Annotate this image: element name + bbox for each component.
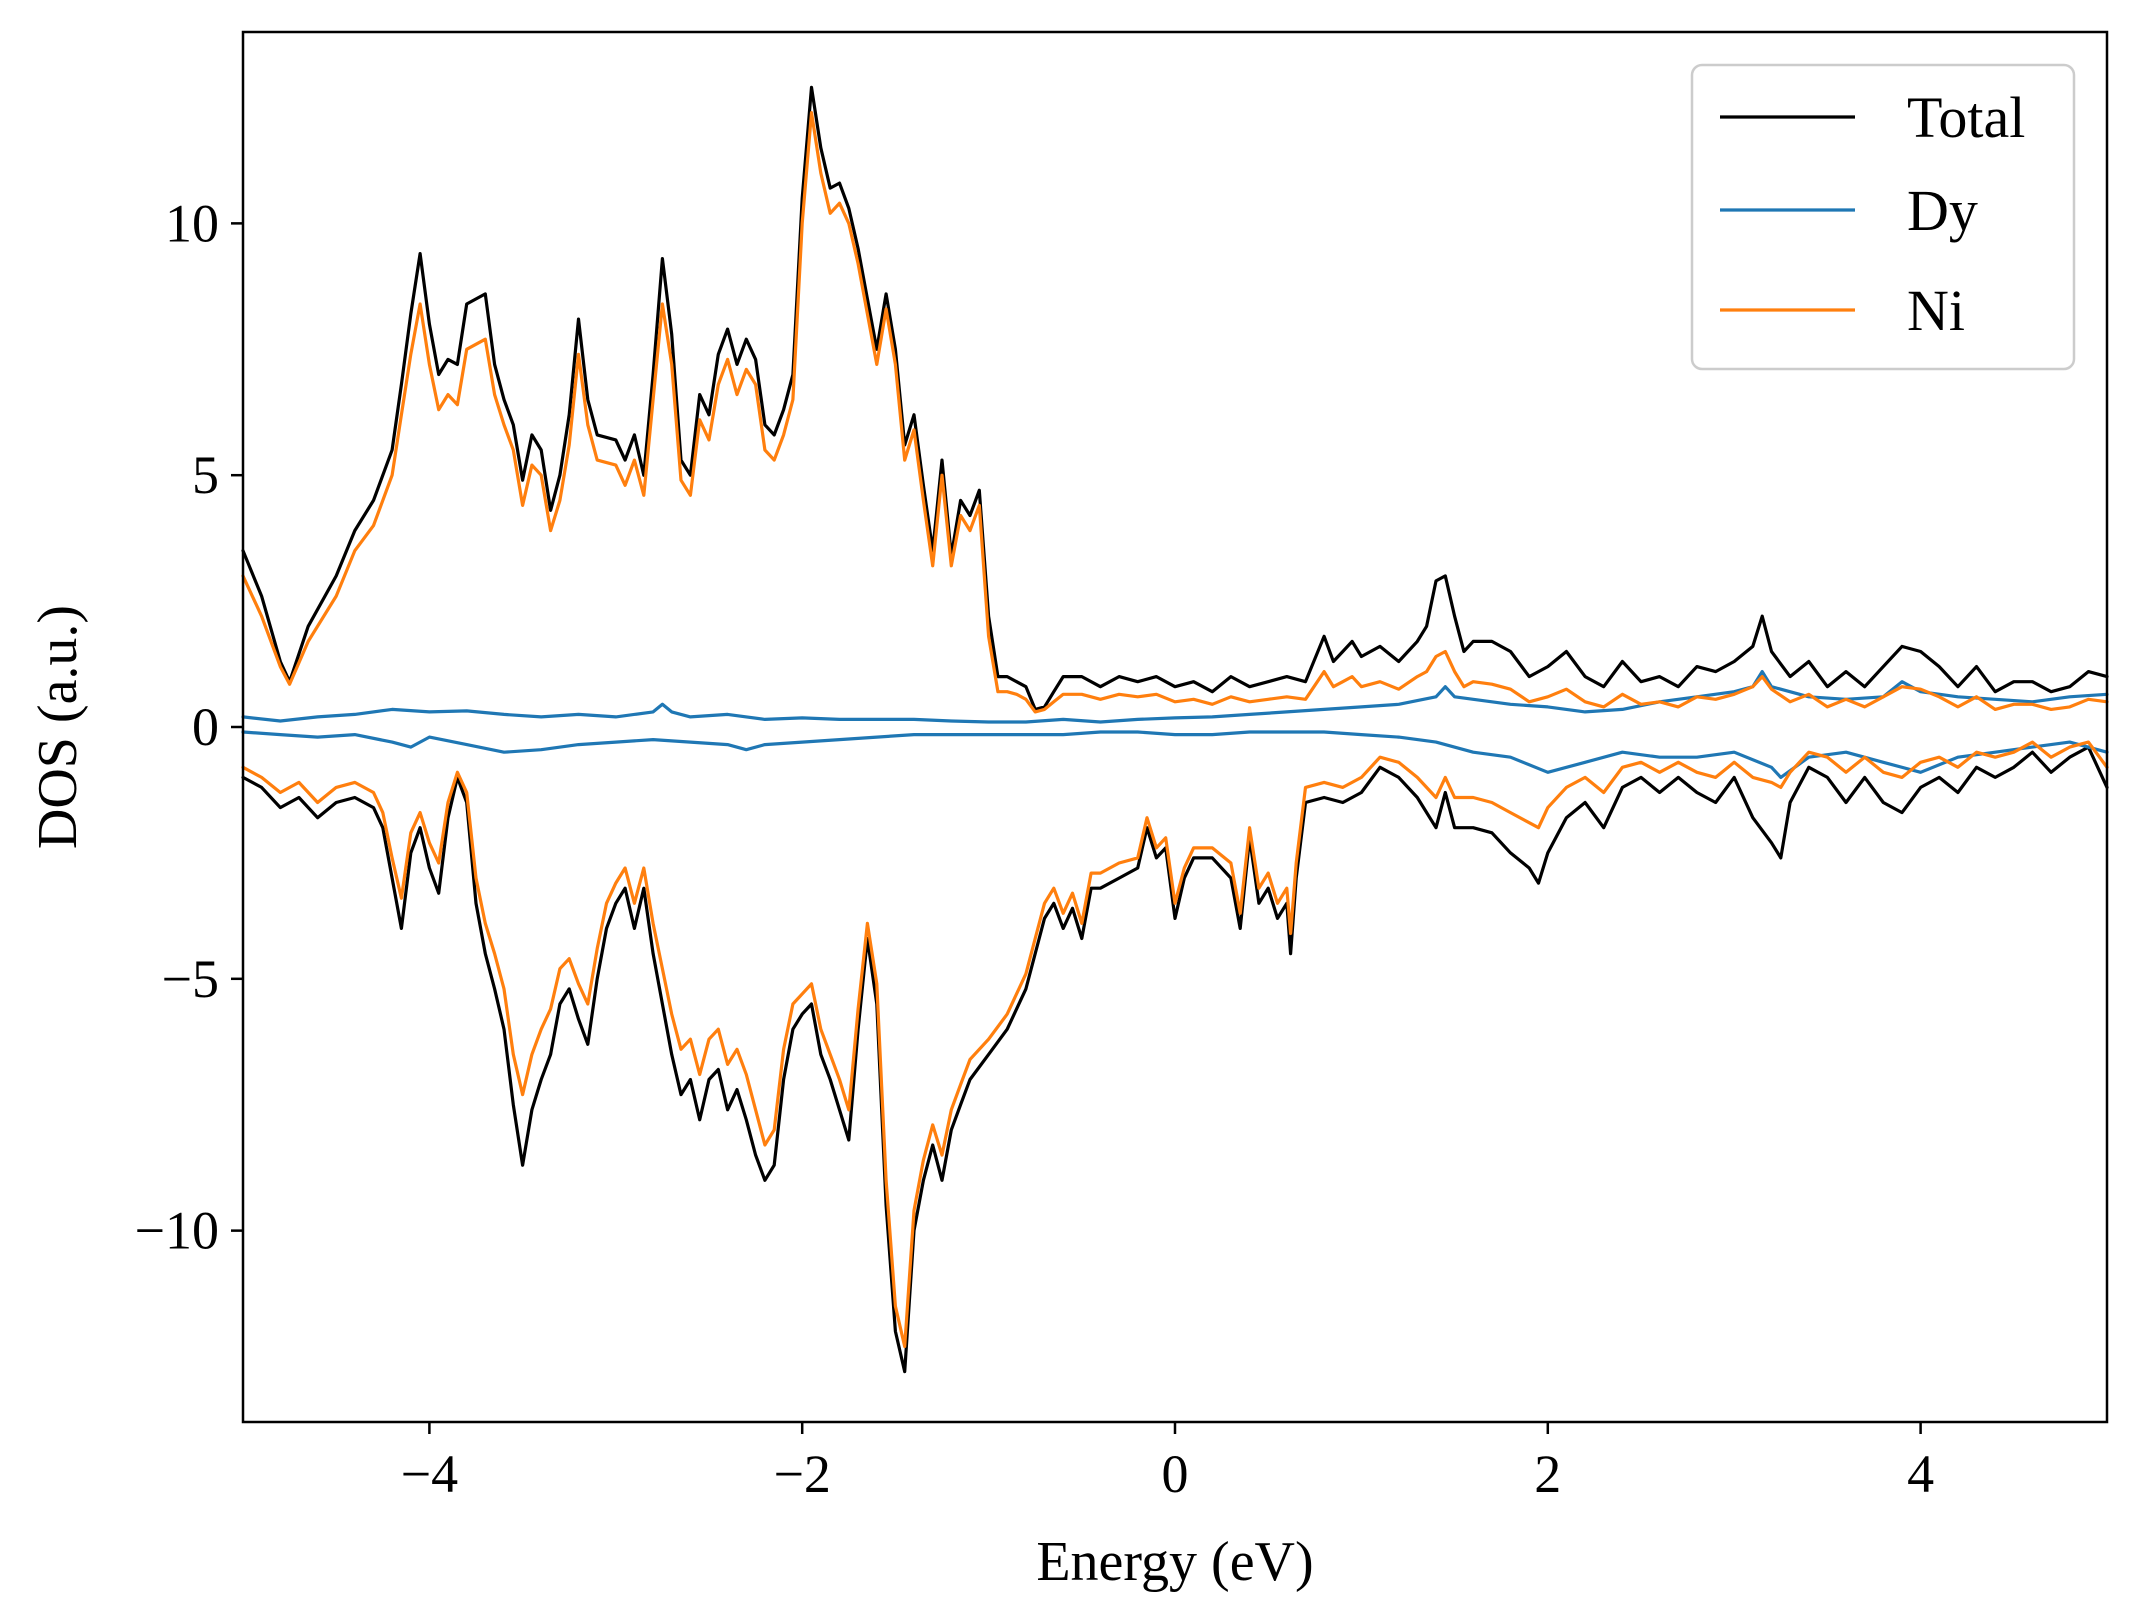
x-tick-label: 2 xyxy=(1534,1444,1561,1504)
y-tick-label: 10 xyxy=(165,193,219,253)
x-tick-label: −4 xyxy=(401,1444,458,1504)
legend-label-total: Total xyxy=(1907,85,2025,150)
series-line-dy-up xyxy=(241,670,2109,724)
y-axis-label: DOS (a.u.) xyxy=(27,605,89,849)
legend-label-ni: Ni xyxy=(1907,278,1965,343)
series-line-total-down xyxy=(241,745,2109,1374)
series-line-ni-up xyxy=(241,111,2109,714)
x-tick-label: −2 xyxy=(773,1444,830,1504)
x-tick-label: 0 xyxy=(1162,1444,1189,1504)
legend-label-dy: Dy xyxy=(1907,178,1978,243)
y-tick-label: 0 xyxy=(192,697,219,757)
y-tick-label: −5 xyxy=(162,949,219,1009)
x-axis: −4 −2 0 2 4 xyxy=(401,1422,1934,1504)
y-axis: −10 −5 0 5 10 xyxy=(135,193,243,1261)
x-tick-label: 4 xyxy=(1907,1444,1934,1504)
x-axis-label: Energy (eV) xyxy=(1036,1531,1313,1593)
series-layer xyxy=(241,85,2109,1374)
y-tick-label: 5 xyxy=(192,445,219,505)
legend-box xyxy=(1690,63,2076,371)
legend: Total Dy Ni xyxy=(1690,63,2076,371)
series-line-dy-down xyxy=(241,730,2109,779)
y-tick-label: −10 xyxy=(135,1201,219,1261)
series-line-ni-down xyxy=(241,740,2109,1349)
